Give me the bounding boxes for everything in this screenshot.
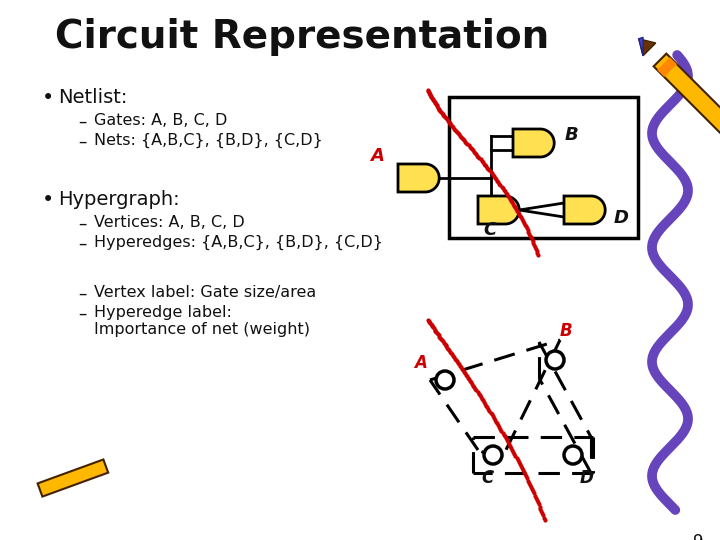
Text: –: –	[78, 285, 86, 303]
Circle shape	[484, 446, 502, 464]
Text: 9: 9	[693, 533, 703, 540]
Text: Vertex label: Gate size/area: Vertex label: Gate size/area	[94, 285, 316, 300]
Text: D: D	[580, 469, 594, 487]
Text: –: –	[78, 305, 86, 323]
Circle shape	[546, 351, 564, 369]
Text: Importance of net (weight): Importance of net (weight)	[94, 322, 310, 337]
Circle shape	[564, 446, 582, 464]
Polygon shape	[398, 164, 439, 192]
Polygon shape	[639, 39, 656, 56]
Text: Hyperedge label:: Hyperedge label:	[94, 305, 232, 320]
Polygon shape	[657, 57, 677, 77]
Polygon shape	[513, 129, 554, 157]
Text: Hypergraph:: Hypergraph:	[58, 190, 179, 209]
Text: •: •	[42, 88, 54, 108]
Polygon shape	[654, 53, 720, 133]
Text: Vertices: A, B, C, D: Vertices: A, B, C, D	[94, 215, 245, 230]
Text: –: –	[78, 113, 86, 131]
Text: –: –	[78, 235, 86, 253]
Text: Netlist:: Netlist:	[58, 88, 127, 107]
Text: A: A	[414, 354, 427, 372]
Text: C: C	[483, 221, 497, 239]
Text: B: B	[560, 322, 572, 340]
Text: D: D	[613, 209, 628, 227]
Text: –: –	[78, 133, 86, 151]
Text: A: A	[370, 147, 384, 165]
Polygon shape	[37, 460, 108, 497]
Text: Gates: A, B, C, D: Gates: A, B, C, D	[94, 113, 228, 128]
Bar	[449, 97, 638, 238]
Text: Nets: {A,B,C}, {B,D}, {C,D}: Nets: {A,B,C}, {B,D}, {C,D}	[94, 133, 323, 148]
Polygon shape	[639, 37, 643, 56]
Circle shape	[436, 371, 454, 389]
Text: –: –	[78, 215, 86, 233]
Text: Circuit Representation: Circuit Representation	[55, 18, 549, 56]
Text: •: •	[42, 190, 54, 210]
Polygon shape	[478, 196, 519, 224]
Polygon shape	[564, 196, 606, 224]
Text: C: C	[482, 469, 494, 487]
Text: Hyperedges: {A,B,C}, {B,D}, {C,D}: Hyperedges: {A,B,C}, {B,D}, {C,D}	[94, 235, 383, 250]
Text: B: B	[564, 126, 578, 144]
